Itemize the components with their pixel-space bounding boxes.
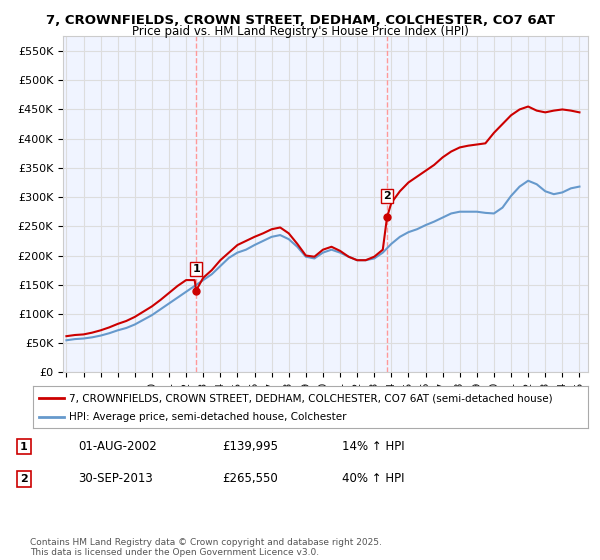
- Text: Contains HM Land Registry data © Crown copyright and database right 2025.
This d: Contains HM Land Registry data © Crown c…: [30, 538, 382, 557]
- Text: 7, CROWNFIELDS, CROWN STREET, DEDHAM, COLCHESTER, CO7 6AT: 7, CROWNFIELDS, CROWN STREET, DEDHAM, CO…: [46, 14, 554, 27]
- Text: 40% ↑ HPI: 40% ↑ HPI: [342, 472, 404, 486]
- Text: 1: 1: [192, 264, 200, 274]
- Text: HPI: Average price, semi-detached house, Colchester: HPI: Average price, semi-detached house,…: [69, 412, 347, 422]
- Text: 14% ↑ HPI: 14% ↑ HPI: [342, 440, 404, 453]
- Text: £265,550: £265,550: [222, 472, 278, 486]
- Text: 01-AUG-2002: 01-AUG-2002: [78, 440, 157, 453]
- Text: 1: 1: [20, 442, 28, 451]
- Text: 30-SEP-2013: 30-SEP-2013: [78, 472, 153, 486]
- Text: 7, CROWNFIELDS, CROWN STREET, DEDHAM, COLCHESTER, CO7 6AT (semi-detached house): 7, CROWNFIELDS, CROWN STREET, DEDHAM, CO…: [69, 393, 553, 403]
- Text: 2: 2: [383, 191, 391, 201]
- Text: Price paid vs. HM Land Registry's House Price Index (HPI): Price paid vs. HM Land Registry's House …: [131, 25, 469, 38]
- Text: £139,995: £139,995: [222, 440, 278, 453]
- Text: 2: 2: [20, 474, 28, 484]
